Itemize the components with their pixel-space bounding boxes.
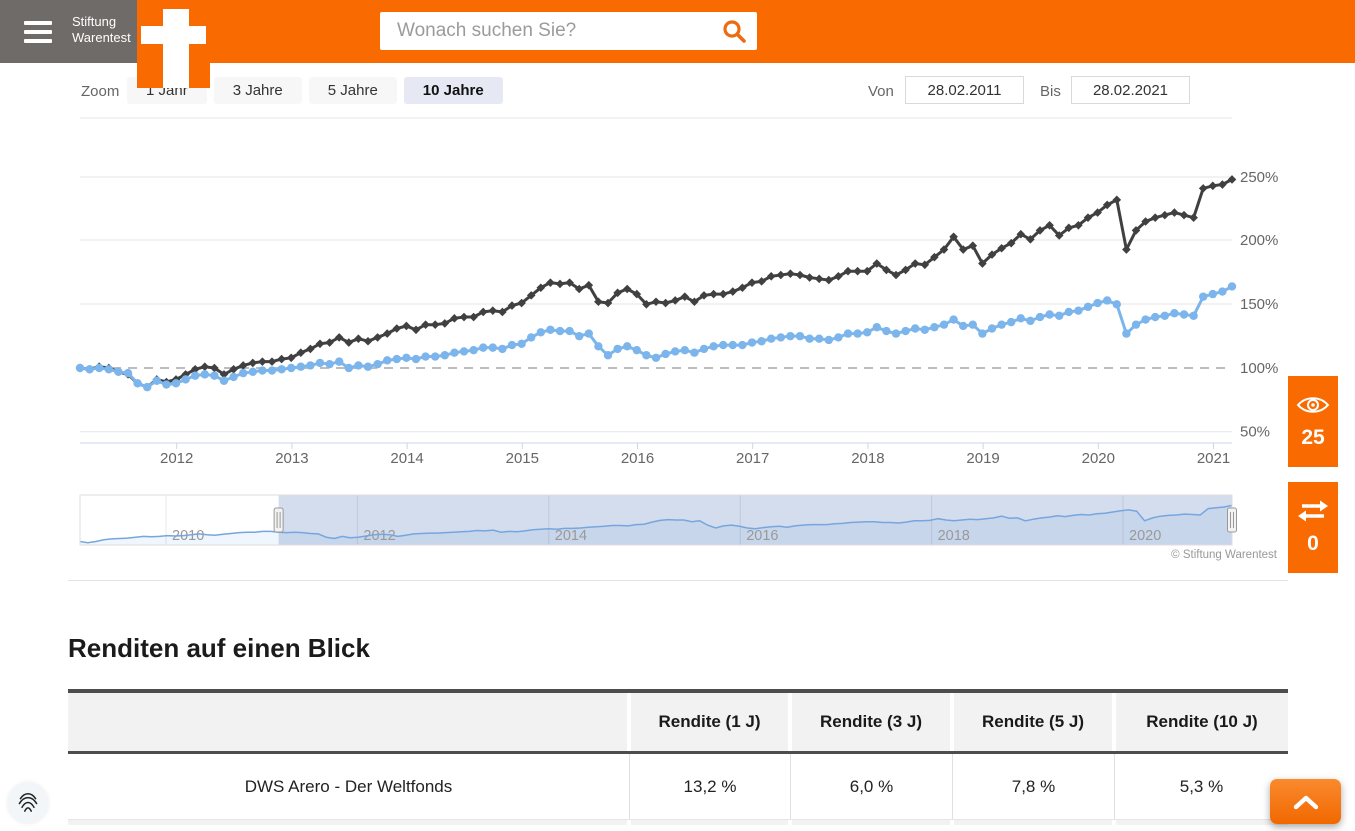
svg-text:2016: 2016	[746, 528, 778, 544]
von-label: Von	[868, 83, 894, 100]
section-divider	[68, 580, 1288, 581]
partial-row-cell	[954, 820, 1112, 825]
partial-row-cell	[1116, 820, 1288, 825]
views-count: 25	[1301, 426, 1325, 449]
search-box	[380, 12, 757, 50]
svg-text:© Stiftung Warentest: © Stiftung Warentest	[1171, 549, 1278, 561]
svg-text:200%: 200%	[1240, 232, 1278, 249]
svg-text:2012: 2012	[160, 450, 193, 467]
compare-count: 0	[1307, 532, 1319, 555]
returns-table-body: DWS Arero - Der Weltfonds 13,2 % 6,0 % 7,8 …	[68, 754, 1288, 820]
partial-row-cell	[792, 820, 950, 825]
fund-name-cell: DWS Arero - Der Weltfonds	[244, 776, 453, 796]
eye-icon	[1296, 397, 1330, 413]
return-value-cell: 6,0 %	[790, 754, 952, 819]
performance-chart[interactable]: 250% 200% 150% 100% 50% 2012 2013 2014 2015 2016 2…	[0, 0, 1355, 600]
svg-text:2014: 2014	[390, 450, 423, 467]
table-header-cell: Rendite (10 J)	[1116, 693, 1288, 751]
svg-text:100%: 100%	[1240, 360, 1278, 377]
brand-line2: Warentest	[72, 30, 131, 45]
table-header-cell: Rendite (5 J)	[954, 693, 1112, 751]
svg-text:2019: 2019	[966, 450, 999, 467]
table-row: DWS Arero - Der Weltfonds 13,2 % 6,0 % 7,8 …	[68, 754, 1288, 820]
swap-arrows-icon	[1298, 500, 1328, 522]
zoom-range-button-3-jahre[interactable]: 3 Jahre	[213, 77, 302, 104]
search-input[interactable]	[380, 12, 757, 50]
table-header-empty-cell	[68, 693, 627, 751]
zoom-label: Zoom	[81, 83, 120, 100]
svg-text:2015: 2015	[506, 450, 539, 467]
bis-date-input[interactable]	[1071, 76, 1190, 104]
partial-row-cell	[68, 820, 627, 825]
section-title: Renditen auf einen Blick	[68, 633, 370, 663]
svg-text:2021: 2021	[1197, 450, 1230, 467]
hamburger-icon	[24, 21, 52, 48]
von-date-input[interactable]	[905, 76, 1024, 104]
returns-table-next-row-partial	[68, 820, 1288, 825]
return-value-cell: 13,2 %	[629, 754, 790, 819]
svg-text:2018: 2018	[851, 450, 884, 467]
svg-text:150%: 150%	[1240, 296, 1278, 313]
returns-table-header: Rendite (1 J) Rendite (3 J) Rendite (5 J) R…	[68, 689, 1288, 754]
fingerprint-icon	[18, 793, 38, 812]
menu-button[interactable]: Stiftung Warentest	[0, 0, 137, 63]
zoom-range-button-5-jahre[interactable]: 5 Jahre	[308, 77, 397, 104]
svg-text:50%: 50%	[1240, 424, 1270, 441]
return-value-cell: 5,3 %	[1114, 754, 1288, 819]
table-header-cell: Rendite (1 J)	[631, 693, 788, 751]
stiftung-warentest-logo[interactable]	[137, 0, 210, 88]
search-button[interactable]	[717, 17, 751, 45]
svg-text:2014: 2014	[555, 528, 587, 544]
returns-table: Rendite (1 J) Rendite (3 J) Rendite (5 J) R…	[68, 689, 1288, 825]
brand-name: Stiftung Warentest	[72, 14, 131, 46]
svg-text:2010: 2010	[172, 528, 204, 544]
return-value-cell: 7,8 %	[952, 754, 1114, 819]
compare-fab-button[interactable]: 0	[1288, 482, 1338, 573]
svg-text:2013: 2013	[275, 450, 308, 467]
chevron-up-icon	[1293, 795, 1318, 809]
brand-line1: Stiftung	[72, 14, 117, 29]
zoom-range-button-10-jahre[interactable]: 10 Jahre	[403, 77, 503, 104]
partial-row-cell	[631, 820, 788, 825]
search-icon	[723, 20, 746, 43]
logo-cross-vertical	[163, 9, 189, 88]
svg-text:250%: 250%	[1240, 169, 1278, 186]
bis-label: Bis	[1040, 83, 1061, 100]
scroll-to-top-button[interactable]	[1270, 779, 1341, 824]
views-fab-button[interactable]: 25	[1288, 376, 1338, 467]
svg-text:2020: 2020	[1129, 528, 1161, 544]
svg-text:2020: 2020	[1082, 450, 1115, 467]
privacy-settings-button[interactable]	[8, 783, 48, 823]
svg-text:2017: 2017	[736, 450, 769, 467]
logo-cross-horizontal	[141, 26, 206, 44]
top-header: Stiftung Warentest	[0, 0, 1355, 88]
svg-text:2016: 2016	[621, 450, 654, 467]
svg-text:2012: 2012	[363, 528, 395, 544]
table-header-cell: Rendite (3 J)	[792, 693, 950, 751]
svg-text:2018: 2018	[938, 528, 970, 544]
